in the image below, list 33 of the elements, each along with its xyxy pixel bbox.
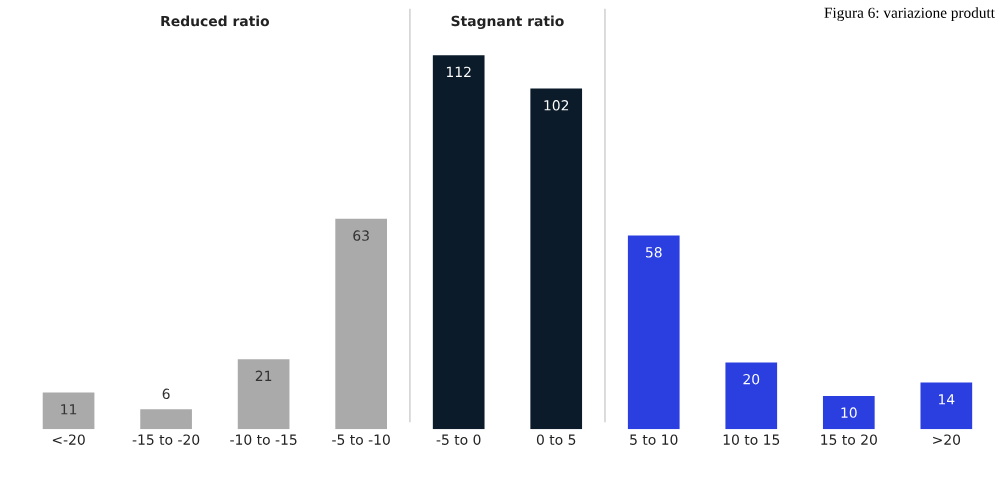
- x-tick-label: -15 to -20: [132, 434, 200, 445]
- x-tick-label: -10 to -15: [230, 434, 297, 445]
- x-tick-label: <-20: [52, 434, 85, 445]
- data-label: 102: [544, 100, 569, 111]
- bar: [335, 218, 387, 430]
- data-label: 63: [353, 230, 369, 241]
- data-label: 6: [162, 388, 170, 400]
- data-label: 20: [743, 373, 760, 385]
- bar: [920, 382, 973, 430]
- text: Reduced ratio: [161, 15, 270, 27]
- x-tick-label: 0 to 5: [536, 434, 576, 445]
- x-tick-label: 10 to 15: [723, 434, 780, 445]
- chart-title: Figura 6: variazione produtt: [824, 7, 995, 22]
- bar: [432, 55, 485, 430]
- bar: [42, 392, 95, 430]
- bar: [627, 235, 680, 430]
- data-label: 21: [255, 370, 272, 381]
- data-label: 14: [939, 394, 955, 405]
- x-tick-label: -5 to 0: [436, 434, 481, 445]
- bar: [140, 409, 192, 430]
- text: Stagnant ratio: [451, 15, 564, 29]
- data-label: 58: [645, 247, 662, 258]
- bar: [530, 88, 583, 430]
- bar: [237, 359, 290, 430]
- bar: [822, 395, 875, 430]
- bar: [725, 362, 778, 430]
- data-label: 112: [446, 66, 471, 77]
- x-tick-label: 5 to 10: [630, 434, 678, 445]
- x-tick-label: 15 to 20: [821, 434, 877, 445]
- x-tick-label: >20: [933, 434, 961, 445]
- x-tick-label: -5 to -10: [332, 434, 390, 445]
- data-label: 10: [841, 407, 857, 418]
- data-label: 11: [61, 404, 77, 415]
